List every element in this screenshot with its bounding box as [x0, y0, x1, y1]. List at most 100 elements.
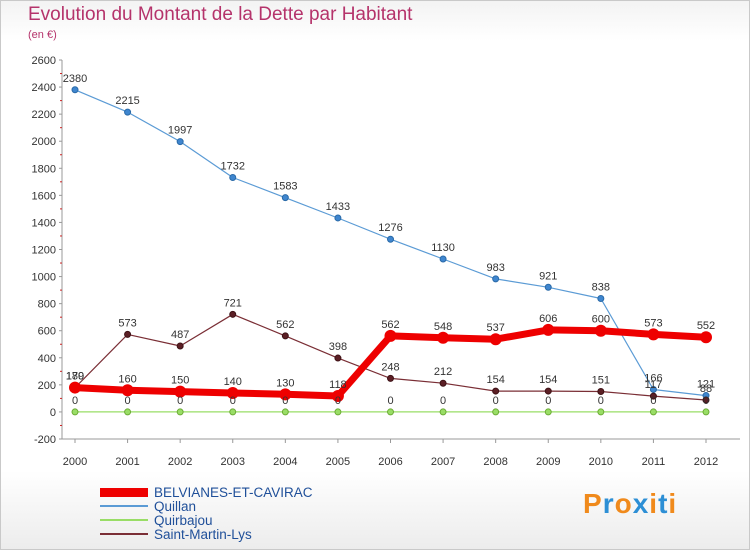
- data-label-quillan: 2215: [115, 95, 139, 107]
- legend-label-saint-martin-lys: Saint-Martin-Lys: [154, 526, 252, 542]
- point-saint-martin-lys: [702, 396, 710, 404]
- point-quirbajou: [544, 408, 552, 416]
- x-tick-label: 2003: [221, 456, 245, 468]
- point-quillan: [439, 255, 447, 263]
- point-belvianes: [226, 386, 239, 399]
- data-label-quirbajou: 0: [598, 395, 604, 407]
- data-label-quirbajou: 0: [440, 395, 446, 407]
- point-quirbajou: [492, 408, 500, 416]
- data-label-saint-martin-lys: 721: [224, 297, 242, 309]
- legend-swatch-quillan: [100, 505, 148, 507]
- data-label-quillan: 1276: [378, 222, 402, 234]
- x-tick-label: 2007: [431, 456, 455, 468]
- point-saint-martin-lys: [176, 342, 184, 350]
- point-quillan: [492, 275, 500, 283]
- data-label-quirbajou: 0: [650, 395, 656, 407]
- point-quillan: [597, 294, 605, 302]
- x-tick-label: 2002: [168, 456, 192, 468]
- legend-item-quirbajou[interactable]: Quirbajou: [100, 513, 313, 528]
- x-tick-label: 2006: [378, 456, 402, 468]
- legend-item-saint-martin-lys[interactable]: Saint-Martin-Lys: [100, 526, 313, 542]
- data-label-belvianes: 573: [644, 317, 662, 329]
- proxiti-logo: Proxiti: [583, 488, 678, 519]
- x-tick-label: 2011: [642, 456, 666, 468]
- point-quillan: [124, 108, 132, 116]
- point-quirbajou: [387, 408, 394, 416]
- legend-item-belvianes[interactable]: BELVIANES-ET-CAVIRAC: [100, 484, 313, 500]
- legend-swatch-belvianes: [100, 487, 148, 497]
- point-saint-martin-lys: [439, 379, 447, 387]
- chart-axes: -200020040060080010001200140016001800200…: [32, 55, 740, 468]
- series-markers: [69, 86, 712, 416]
- y-tick-label: 200: [38, 380, 56, 392]
- data-label-quillan: 983: [486, 262, 504, 274]
- data-label-quillan: 1732: [221, 160, 245, 172]
- y-tick-label: 2000: [32, 136, 56, 148]
- x-tick-label: 2010: [589, 456, 613, 468]
- data-label-belvianes: 562: [381, 319, 399, 331]
- data-label-quillan: 1997: [168, 125, 192, 137]
- data-label-quirbajou: 0: [230, 395, 236, 407]
- point-belvianes: [174, 385, 187, 398]
- data-label-saint-martin-lys: 117: [645, 379, 663, 391]
- data-label-saint-martin-lys: 573: [118, 317, 136, 329]
- legend-label-belvianes: BELVIANES-ET-CAVIRAC: [154, 484, 313, 500]
- data-label-quirbajou: 0: [335, 395, 341, 407]
- point-saint-martin-lys: [387, 374, 394, 382]
- data-label-belvianes: 160: [118, 373, 136, 385]
- chart-legend: BELVIANES-ET-CAVIRAC Quillan Quirbajou S…: [100, 484, 313, 542]
- point-quirbajou: [281, 408, 289, 416]
- point-belvianes: [647, 328, 660, 341]
- y-tick-label: 800: [38, 299, 56, 311]
- y-tick-label: 2600: [32, 55, 56, 67]
- point-saint-martin-lys: [544, 387, 552, 395]
- data-label-belvianes: 140: [224, 376, 242, 388]
- data-label-belvianes: 150: [171, 375, 189, 387]
- data-label-quirbajou: 0: [72, 395, 78, 407]
- point-belvianes: [384, 329, 397, 342]
- data-label-belvianes: 552: [697, 320, 715, 332]
- data-label-belvianes: 548: [434, 321, 452, 333]
- point-saint-martin-lys: [229, 310, 237, 318]
- data-label-saint-martin-lys: 398: [329, 341, 347, 353]
- point-quirbajou: [176, 408, 184, 416]
- data-label-saint-martin-lys: 487: [171, 329, 189, 341]
- data-label-quillan: 2380: [63, 73, 87, 85]
- data-label-quillan: 921: [539, 270, 557, 282]
- data-label-saint-martin-lys: 179: [66, 371, 84, 383]
- point-quirbajou: [649, 408, 657, 416]
- x-tick-label: 2000: [63, 456, 87, 468]
- y-tick-label: 2200: [32, 109, 56, 121]
- data-label-quillan: 1433: [326, 201, 350, 213]
- point-quirbajou: [702, 408, 710, 416]
- point-belvianes: [489, 333, 502, 346]
- y-tick-label: 2400: [32, 82, 56, 94]
- legend-item-quillan[interactable]: Quillan: [100, 498, 313, 514]
- x-tick-label: 2008: [483, 456, 507, 468]
- point-saint-martin-lys: [492, 387, 500, 395]
- legend-swatch-saint-martin-lys: [100, 533, 148, 535]
- data-label-saint-martin-lys: 88: [700, 383, 712, 395]
- data-label-belvianes: 606: [539, 313, 557, 325]
- point-quirbajou: [334, 408, 342, 416]
- x-tick-label: 2001: [115, 456, 139, 468]
- y-tick-label: 1000: [32, 272, 56, 284]
- chart-title: Evolution du Montant de la Dette par Hab…: [28, 4, 413, 25]
- data-label-saint-martin-lys: 154: [486, 374, 504, 386]
- data-label-belvianes: 130: [276, 377, 294, 389]
- y-tick-label: 1800: [32, 163, 56, 175]
- data-label-belvianes: 180: [66, 371, 84, 383]
- point-quirbajou: [71, 408, 79, 416]
- point-belvianes: [542, 323, 555, 336]
- point-quirbajou: [229, 408, 237, 416]
- point-quillan: [281, 194, 289, 202]
- data-label-quillan: 1583: [273, 181, 297, 193]
- point-saint-martin-lys: [334, 354, 342, 362]
- point-quillan: [71, 86, 79, 94]
- legend-swatch-quirbajou: [100, 519, 148, 521]
- point-quillan: [334, 214, 342, 222]
- point-belvianes: [121, 384, 134, 397]
- y-tick-label: 1400: [32, 217, 56, 229]
- legend-label-quillan: Quillan: [154, 498, 197, 514]
